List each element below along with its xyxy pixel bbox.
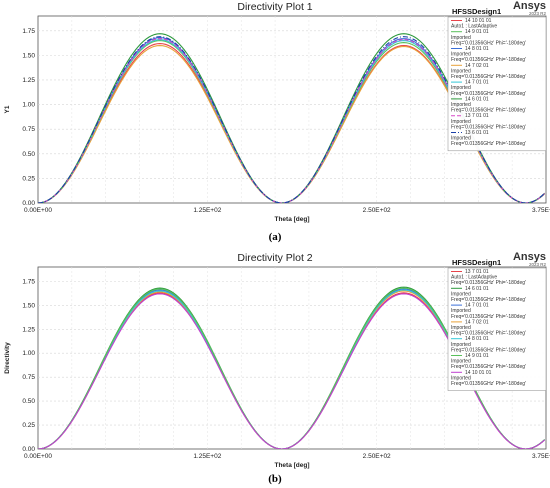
- x-tick-label: 0.00E+00: [24, 207, 52, 214]
- legend-sublabel: Imported: [451, 85, 471, 91]
- legend-label: 14 9 01 01: [465, 353, 489, 359]
- legend-label: 14 7 01 01: [465, 303, 489, 309]
- legend-label: 14 10 01 01: [465, 370, 492, 376]
- legend-sublabel: Freq='0.01356GHz' Phi='-180deg': [451, 331, 526, 337]
- y-tick-label: 0.50: [22, 398, 35, 405]
- legend-sublabel: Imported: [451, 291, 471, 297]
- legend-sublabel: Freq='0.01356GHz' Phi='-180deg': [451, 381, 526, 387]
- legend-sublabel: Imported: [451, 342, 471, 348]
- legend-sublabel: Imported: [451, 119, 471, 125]
- figure-caption: (b): [268, 473, 282, 485]
- x-tick-label: 1.25E+02: [193, 207, 221, 214]
- grid: [38, 267, 546, 449]
- legend-sublabel: Freq='0.01356GHz' Phi='-180deg': [451, 40, 526, 46]
- y-tick-label: 0.00: [22, 446, 35, 453]
- legend-label: 14 10 01 01: [465, 18, 492, 24]
- brand-version: 2023 R2: [529, 11, 547, 16]
- chart-title: Directivity Plot 2: [237, 252, 312, 264]
- x-tick-label: 2.50E+02: [363, 207, 391, 214]
- legend-sublabel: Auto1 : LastAdaptive: [451, 275, 497, 281]
- legend-sublabel: Freq='0.01356GHz' Phi='-180deg': [451, 141, 526, 147]
- legend-sublabel: Freq='0.01356GHz' Phi='-180deg': [451, 74, 526, 80]
- legend-box: [447, 267, 547, 391]
- legend-label: 14 6 01 01: [465, 286, 489, 292]
- legend-sublabel: Imported: [451, 359, 471, 365]
- legend-label: 13 6 01 01: [465, 130, 489, 136]
- y-tick-label: 1.25: [22, 77, 35, 84]
- legend-sublabel: Auto1 : LastAdaptive: [451, 24, 497, 30]
- legend-sublabel: Freq='0.01356GHz' Phi='-180deg': [451, 347, 526, 353]
- legend-sublabel: Imported: [451, 375, 471, 381]
- legend-label: 14 6 01 01: [465, 96, 489, 102]
- design-name: HFSSDesign1: [452, 7, 501, 16]
- y-tick-label: 1.25: [22, 326, 35, 333]
- y-tick-label: 0.25: [22, 175, 35, 182]
- x-tick-label: 0.00E+00: [24, 453, 52, 460]
- legend-label: 13 7 01 01: [465, 269, 489, 275]
- brand-logo: Ansys: [513, 0, 546, 12]
- legend-sublabel: Freq='0.01356GHz' Phi='-180deg': [451, 364, 526, 370]
- legend-sublabel: Freq='0.01356GHz' Phi='-180deg': [451, 314, 526, 320]
- y-tick-label: 0.75: [22, 126, 35, 133]
- legend-sublabel: Freq='0.01356GHz' Phi='-180deg': [451, 280, 526, 286]
- legend-sublabel: Imported: [451, 308, 471, 314]
- legend-label: 14 7 01 01: [465, 80, 489, 86]
- legend-sublabel: Imported: [451, 68, 471, 74]
- legend-sublabel: Freq='0.01356GHz' Phi='-180deg': [451, 297, 526, 303]
- x-tick-label: 3.75E+02: [532, 207, 550, 214]
- x-tick-label: 1.25E+02: [193, 453, 221, 460]
- legend-sublabel: Freq='0.01356GHz' Phi='-180deg': [451, 57, 526, 63]
- legend-sublabel: Imported: [451, 136, 471, 142]
- y-axis-label: Y1: [4, 105, 11, 113]
- legend-sublabel: Imported: [451, 102, 471, 108]
- legend-box: [447, 16, 547, 152]
- x-axis-label: Theta [deg]: [274, 216, 309, 223]
- legend-label: 14 8 01 01: [465, 46, 489, 52]
- x-axis-label: Theta [deg]: [274, 462, 309, 469]
- legend-sublabel: Imported: [451, 35, 471, 41]
- legend-label: 13 7 01 01: [465, 113, 489, 119]
- legend-sublabel: Imported: [451, 325, 471, 331]
- y-tick-label: 1.75: [22, 28, 35, 35]
- y-tick-label: 1.75: [22, 278, 35, 285]
- legend-sublabel: Freq='0.01356GHz' Phi='-180deg': [451, 91, 526, 97]
- legend-label: 14 8 01 01: [465, 336, 489, 342]
- x-tick-label: 3.75E+02: [532, 453, 550, 460]
- legend-sublabel: Imported: [451, 52, 471, 58]
- y-tick-label: 1.00: [22, 350, 35, 357]
- y-tick-label: 0.00: [22, 200, 35, 207]
- y-tick-label: 1.50: [22, 52, 35, 59]
- brand-logo: Ansys: [513, 251, 546, 263]
- y-tick-label: 1.50: [22, 302, 35, 309]
- y-tick-label: 0.25: [22, 422, 35, 429]
- legend-label: 14 7 02 01: [465, 63, 489, 69]
- figure-caption: (a): [269, 231, 282, 243]
- y-tick-label: 0.50: [22, 151, 35, 158]
- legend-label: 14 7 02 01: [465, 319, 489, 325]
- x-tick-label: 2.50E+02: [363, 453, 391, 460]
- legend-label: 14 9 01 01: [465, 29, 489, 35]
- brand-version: 2023 R2: [529, 262, 547, 267]
- y-tick-label: 1.00: [22, 102, 35, 109]
- y-tick-label: 0.75: [22, 374, 35, 381]
- legend-sublabel: Freq='0.01356GHz' Phi='-180deg': [451, 108, 526, 114]
- y-axis-label: Directivity: [4, 342, 11, 374]
- chart-title: Directivity Plot 1: [237, 1, 312, 13]
- legend-sublabel: Freq='0.01356GHz' Phi='-180deg': [451, 124, 526, 130]
- design-name: HFSSDesign1: [452, 258, 501, 267]
